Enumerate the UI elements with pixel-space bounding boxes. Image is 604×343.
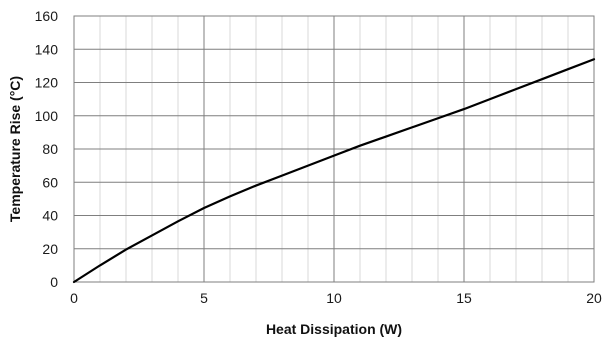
y-tick-label: 100 xyxy=(35,108,59,124)
y-tick-label: 0 xyxy=(50,274,58,290)
x-tick-label: 10 xyxy=(326,290,342,306)
y-tick-label: 120 xyxy=(35,75,59,91)
x-tick-label: 20 xyxy=(586,290,602,306)
y-tick-label: 40 xyxy=(42,208,58,224)
x-tick-label: 15 xyxy=(456,290,472,306)
x-tick-label: 0 xyxy=(70,290,78,306)
x-axis-title: Heat Dissipation (W) xyxy=(266,321,402,337)
x-tick-labels: 0 5 10 15 20 xyxy=(70,290,602,306)
y-axis-title: Temperature Rise (°C) xyxy=(7,76,23,222)
y-tick-label: 60 xyxy=(42,174,58,190)
x-tick-label: 5 xyxy=(200,290,208,306)
series-layer xyxy=(72,58,596,284)
plot-area-border xyxy=(73,15,595,283)
y-tick-labels: 0 20 40 60 80 100 120 140 160 xyxy=(35,8,59,290)
y-tick-label: 160 xyxy=(35,8,59,24)
major-gridlines xyxy=(74,16,594,282)
series-line xyxy=(72,58,596,284)
y-tick-label: 20 xyxy=(42,241,58,257)
y-tick-label: 140 xyxy=(35,41,59,57)
y-tick-label: 80 xyxy=(42,141,58,157)
